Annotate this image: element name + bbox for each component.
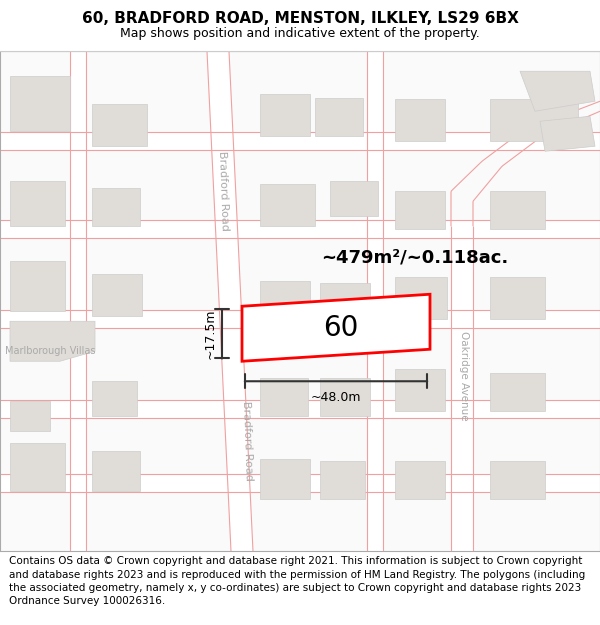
Polygon shape bbox=[540, 116, 595, 151]
Bar bbox=[92, 274, 142, 316]
Text: 60, BRADFORD ROAD, MENSTON, ILKLEY, LS29 6BX: 60, BRADFORD ROAD, MENSTON, ILKLEY, LS29… bbox=[82, 11, 518, 26]
Polygon shape bbox=[10, 321, 95, 361]
Bar bbox=[220, 474, 264, 492]
Bar bbox=[260, 459, 310, 499]
Bar bbox=[367, 51, 383, 551]
Text: Map shows position and indicative extent of the property.: Map shows position and indicative extent… bbox=[120, 27, 480, 40]
Bar bbox=[320, 283, 370, 321]
Bar bbox=[315, 98, 363, 136]
Bar bbox=[395, 461, 445, 499]
Bar bbox=[220, 310, 264, 328]
Bar bbox=[70, 132, 86, 150]
Bar bbox=[70, 474, 86, 492]
Bar bbox=[395, 191, 445, 229]
Bar bbox=[10, 401, 50, 431]
Bar bbox=[10, 76, 70, 131]
Bar bbox=[260, 281, 310, 321]
Bar bbox=[220, 132, 264, 150]
Text: ~479m²/~0.118ac.: ~479m²/~0.118ac. bbox=[321, 248, 508, 266]
Polygon shape bbox=[520, 71, 595, 111]
Bar bbox=[70, 400, 86, 418]
Text: Oakridge Avenue: Oakridge Avenue bbox=[459, 331, 469, 421]
Text: Bradford Road: Bradford Road bbox=[217, 151, 229, 231]
Text: Marlborough Villas: Marlborough Villas bbox=[5, 346, 95, 356]
Text: ~48.0m: ~48.0m bbox=[311, 391, 361, 404]
Bar bbox=[0, 474, 600, 492]
Bar bbox=[260, 378, 308, 416]
Bar bbox=[490, 99, 578, 141]
Text: ~17.5m: ~17.5m bbox=[204, 309, 217, 359]
Bar bbox=[490, 461, 545, 499]
Bar bbox=[320, 378, 370, 416]
Bar bbox=[0, 132, 600, 150]
Polygon shape bbox=[0, 51, 600, 551]
Bar bbox=[395, 278, 447, 319]
Bar bbox=[260, 184, 315, 226]
Bar bbox=[70, 310, 86, 328]
Bar bbox=[0, 220, 600, 238]
Bar bbox=[70, 51, 86, 551]
Bar bbox=[490, 191, 545, 229]
Bar bbox=[10, 181, 65, 226]
Bar bbox=[490, 278, 545, 319]
Bar bbox=[0, 310, 600, 328]
Polygon shape bbox=[207, 51, 253, 551]
Bar bbox=[490, 373, 545, 411]
Bar bbox=[0, 400, 600, 418]
Bar bbox=[10, 443, 65, 491]
Bar bbox=[10, 261, 65, 311]
Bar bbox=[92, 188, 140, 226]
Bar bbox=[451, 226, 473, 551]
Bar bbox=[92, 381, 137, 416]
Bar bbox=[92, 451, 140, 491]
Text: Contains OS data © Crown copyright and database right 2021. This information is : Contains OS data © Crown copyright and d… bbox=[9, 556, 585, 606]
Bar bbox=[220, 220, 264, 238]
Bar bbox=[320, 461, 365, 499]
Bar bbox=[70, 220, 86, 238]
Bar bbox=[395, 99, 445, 141]
Bar bbox=[220, 400, 264, 418]
Polygon shape bbox=[242, 294, 430, 361]
Bar bbox=[260, 94, 310, 136]
Text: Bradford Road: Bradford Road bbox=[241, 401, 253, 481]
Bar bbox=[330, 181, 378, 216]
Bar bbox=[395, 369, 445, 411]
Text: 60: 60 bbox=[323, 314, 359, 342]
Bar bbox=[92, 104, 147, 146]
